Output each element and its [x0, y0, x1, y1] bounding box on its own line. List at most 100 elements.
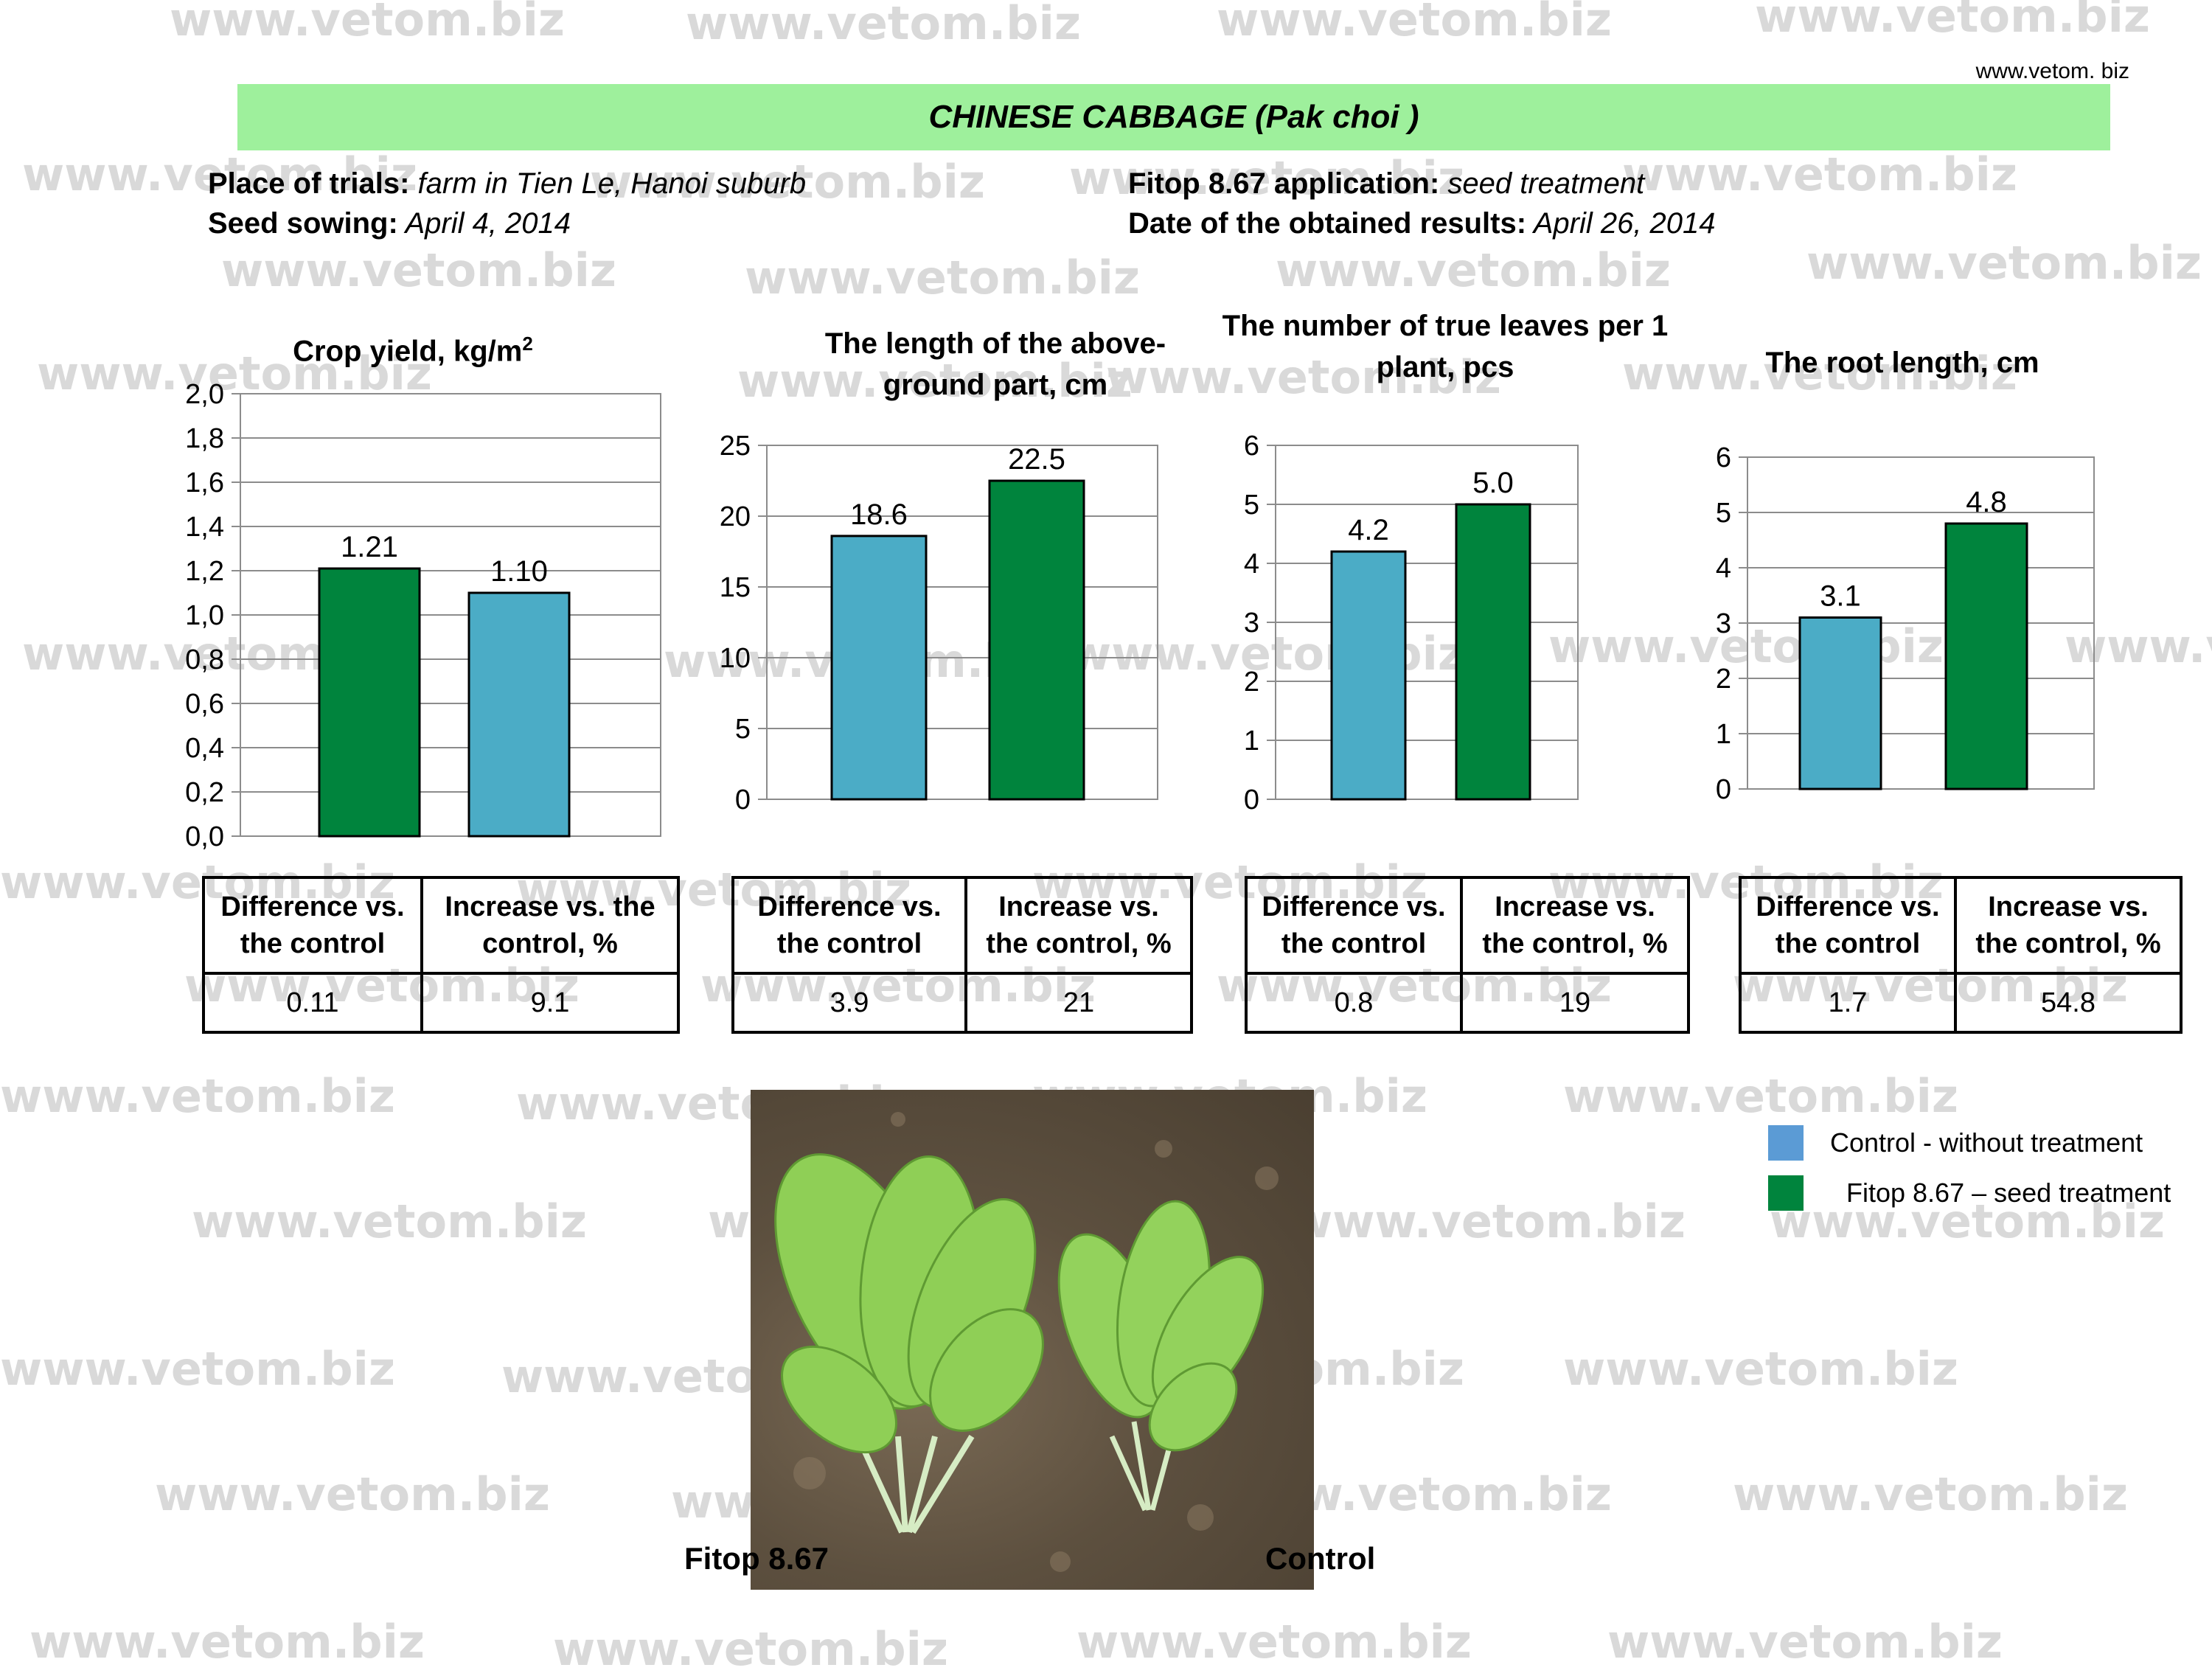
difference-header: Difference vs. the control [731, 876, 967, 975]
watermark: www.vetom.biz [1563, 1342, 1958, 1396]
y-tick-label: 5 [735, 714, 751, 745]
results-value: April 26, 2014 [1526, 207, 1716, 240]
watermark: www.vetom.biz [29, 1615, 425, 1669]
y-tick-label: 25 [720, 435, 751, 462]
bar-control [830, 535, 928, 801]
chart4-title: The root length, cm [1765, 347, 2039, 379]
y-tick-label: 1,0 [185, 600, 224, 631]
difference-header: Difference vs. the control [1245, 876, 1463, 975]
difference-header: Difference vs. the control [1739, 876, 1957, 975]
y-tick-label: 0 [1244, 785, 1259, 816]
y-tick-label: 1,8 [185, 423, 224, 454]
difference-value: 0.8 [1245, 972, 1463, 1034]
photo-label-control: Control [1265, 1541, 1376, 1576]
y-tick-label: 1 [1244, 726, 1259, 757]
chart3-title: The number of true leaves per 1 plant, pc… [1222, 310, 1669, 383]
legend: Control - without treatment Fitop 8.67 –… [1768, 1122, 2171, 1223]
watermark: www.vetom.biz [1733, 1467, 2128, 1521]
y-tick-label: 1,6 [185, 467, 224, 498]
root-length-comparison-table: Difference vs. the control Increase vs. th… [1739, 876, 2183, 1034]
crop-yield-comparison-table: Difference vs. the control Increase vs. t… [202, 876, 680, 1034]
y-tick-label: 0 [1716, 774, 1731, 805]
legend-label-fitop: Fitop 8.67 – seed treatment [1846, 1178, 2171, 1208]
watermark: www.vetom.biz [221, 243, 616, 297]
y-tick-label: 0,6 [185, 689, 224, 720]
y-tick-label: 0,2 [185, 777, 224, 808]
watermark: www.vetom.biz [1290, 1195, 1686, 1248]
above-ground-length-chart: 0 5 10 15 20 25 18.6 22.5 [720, 435, 1158, 816]
increase-value: 21 [964, 972, 1193, 1034]
bar-fitop-8-67 [1455, 503, 1531, 801]
control-swatch [1768, 1125, 1804, 1161]
y-tick-label: 0,8 [185, 644, 224, 675]
y-tick-label: 5 [1716, 498, 1731, 529]
y-tick-label: 0,4 [185, 733, 224, 764]
increase-value: 54.8 [1954, 972, 2183, 1034]
fitop-swatch [1768, 1175, 1804, 1211]
bar-value-label: 18.6 [850, 498, 908, 531]
cabbage-illustration [774, 1112, 1279, 1572]
y-tick-label: 1,2 [185, 556, 224, 587]
y-tick-label: 1 [1716, 719, 1731, 750]
y-tick-label: 2 [1244, 667, 1259, 698]
plot-area [240, 393, 661, 837]
y-tick-label: 4 [1716, 553, 1731, 584]
y-tick-label: 5 [1244, 490, 1259, 521]
watermark: www.vetom.biz [1217, 0, 1612, 46]
watermark: www.vetom.biz [170, 0, 565, 46]
difference-value: 0.11 [202, 972, 423, 1034]
bar-control [467, 591, 571, 838]
bar-value-label: 4.2 [1348, 514, 1389, 546]
true-leaves-chart: 0 1 2 3 4 5 6 4.2 5.0 [1244, 435, 1579, 816]
legend-item-control: Control - without treatment [1768, 1122, 2171, 1164]
y-tick-label: 20 [720, 501, 751, 532]
bar-control [1798, 616, 1882, 790]
bar-control [1330, 550, 1407, 801]
y-tick-label: 1,4 [185, 512, 224, 543]
watermark: www.vetom.biz [0, 1069, 395, 1123]
y-tick-label: 2,0 [185, 383, 224, 410]
y-tick-label: 2 [1716, 664, 1731, 695]
watermark: www.vetom.biz [1077, 1615, 1472, 1669]
increase-value: 9.1 [420, 972, 680, 1034]
increase-header: Increase vs. the control, % [1460, 876, 1690, 975]
application-label: Fitop 8.67 application: [1128, 167, 1440, 200]
increase-value: 19 [1460, 972, 1690, 1034]
watermark: www.vetom.biz [1755, 0, 2150, 43]
difference-value: 3.9 [731, 972, 967, 1034]
watermark: www.vetom.biz [1607, 1615, 2003, 1669]
y-tick-label: 6 [1716, 445, 1731, 473]
y-tick-label: 6 [1244, 435, 1259, 462]
y-tick-label: 15 [720, 572, 751, 603]
place-label: Place of trials: [208, 167, 410, 200]
y-tick-label: 4 [1244, 549, 1259, 580]
plot-area [1747, 456, 2095, 790]
results-label: Date of the obtained results: [1128, 207, 1527, 240]
place-value: farm in Tien Le, Hanoi suburb [409, 167, 807, 200]
root-length-chart: 0 1 2 3 4 5 6 3.1 4.8 [1716, 445, 2095, 805]
y-tick-label: 3 [1244, 608, 1259, 639]
difference-header: Difference vs. the control [202, 876, 423, 975]
watermark: www.vetom.biz [745, 251, 1140, 305]
legend-label-control: Control - without treatment [1830, 1127, 2143, 1158]
watermark: www.vetom.biz [1276, 243, 1671, 297]
difference-value: 1.7 [1739, 972, 1957, 1034]
y-tick-label: 3 [1716, 608, 1731, 639]
watermark: www.vetom.biz [686, 0, 1081, 50]
watermark: www.vetom.biz [0, 1342, 395, 1396]
watermark: www.vetom.biz [1563, 1069, 1958, 1123]
above-ground-comparison-table: Difference vs. the control Increase vs. th… [731, 876, 1193, 1034]
watermark: www.vetom.biz [192, 1195, 587, 1248]
watermark: www.vetom.biz [553, 1622, 948, 1676]
plot-area [1275, 445, 1579, 800]
watermark: www.vetom.biz [1806, 236, 2202, 290]
y-tick-label: 0,0 [185, 821, 224, 852]
sowing-value: April 4, 2014 [397, 207, 571, 240]
bar-value-label: 1.21 [341, 531, 398, 563]
site-url: www.vetom. biz [1975, 59, 2129, 83]
bar-value-label: 5.0 [1472, 467, 1514, 499]
sowing-label: Seed sowing: [208, 207, 398, 240]
bar-value-label: 3.1 [1820, 580, 1861, 613]
increase-header: Increase vs. the control, % [1954, 876, 2183, 975]
chart1-title: Crop yield, kg/m2 [293, 333, 533, 368]
